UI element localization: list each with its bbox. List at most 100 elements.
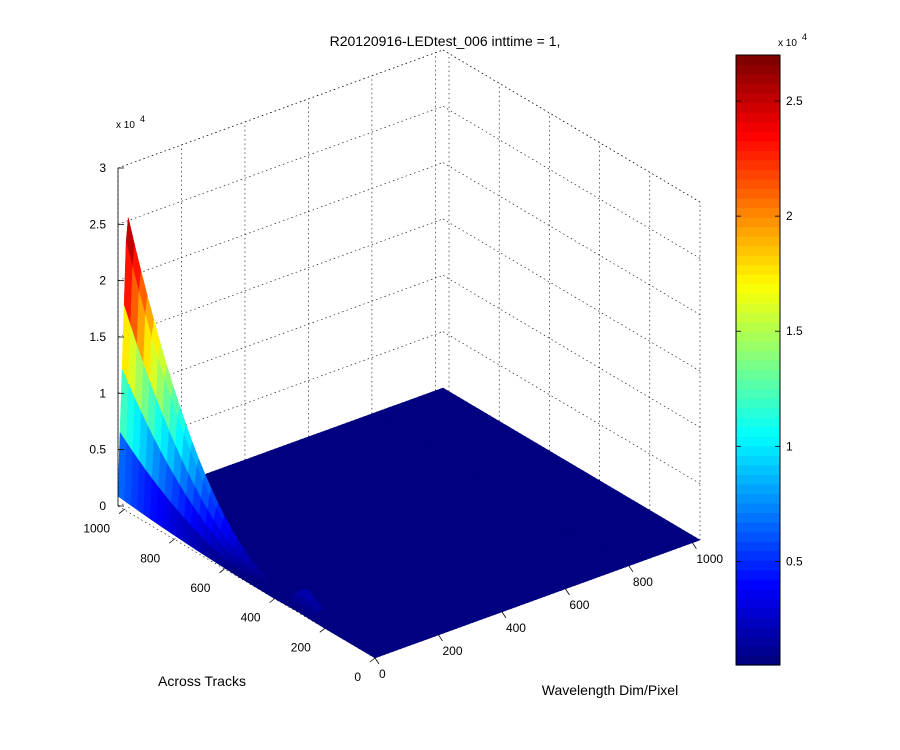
colorbar-exponent-base: x 10 bbox=[778, 38, 797, 49]
colorbar-segment bbox=[736, 236, 780, 247]
colorbar-tick-label: 2 bbox=[786, 209, 793, 223]
colorbar-frame bbox=[735, 54, 781, 666]
colorbar-segment bbox=[736, 531, 780, 542]
colorbar-segment bbox=[736, 579, 780, 590]
colorbar: 0.5 1 1.5 2 2.5 bbox=[735, 54, 803, 666]
grid-line bbox=[442, 331, 701, 484]
colorbar-segment bbox=[736, 302, 780, 313]
colorbar-segment bbox=[736, 445, 780, 456]
y-tick-mark bbox=[369, 657, 376, 663]
x-tick-mark bbox=[438, 634, 443, 642]
colorbar-segment bbox=[736, 598, 780, 609]
colorbar-segment bbox=[736, 64, 780, 75]
y-tick-mark bbox=[319, 628, 326, 633]
colorbar-tick-label: 2.5 bbox=[786, 94, 803, 108]
grid-line bbox=[117, 49, 444, 169]
x-tick-label: 800 bbox=[633, 575, 653, 589]
colorbar-segment bbox=[736, 188, 780, 199]
x-tick-mark bbox=[565, 588, 570, 596]
x-axis-label: Wavelength Dim/Pixel bbox=[542, 682, 678, 698]
surface-patch bbox=[368, 653, 378, 659]
grid-line bbox=[442, 218, 701, 372]
colorbar-segment bbox=[736, 541, 780, 552]
z-tick-label: 1.5 bbox=[89, 330, 106, 344]
colorbar-segment bbox=[736, 350, 780, 361]
colorbar-segment bbox=[736, 436, 780, 447]
colorbar-segment bbox=[736, 140, 780, 151]
colorbar-segment bbox=[736, 264, 780, 275]
colorbar-segment bbox=[736, 169, 780, 180]
colorbar-segment bbox=[736, 217, 780, 228]
colorbar-segment bbox=[736, 645, 780, 657]
colorbar-segment bbox=[736, 493, 780, 504]
x-tick-label: 0 bbox=[379, 667, 386, 681]
chart-title: R20120916-LEDtest_006 inttime = 1, bbox=[330, 33, 561, 49]
colorbar-segment bbox=[736, 255, 780, 266]
grid-line bbox=[117, 275, 444, 394]
colorbar-segment bbox=[736, 312, 780, 323]
colorbar-segment bbox=[736, 388, 780, 399]
grid-line bbox=[442, 49, 701, 203]
colorbar-segment bbox=[736, 83, 780, 94]
colorbar-segment bbox=[736, 283, 780, 294]
colorbar-segment bbox=[736, 321, 780, 333]
x-tick-mark bbox=[501, 611, 507, 619]
colorbar-segment bbox=[736, 369, 780, 380]
colorbar-segment bbox=[736, 474, 780, 485]
z-tick-label: 2 bbox=[99, 274, 106, 288]
colorbar-segment bbox=[736, 569, 780, 580]
colorbar-segment bbox=[736, 360, 780, 371]
colorbar-segment bbox=[736, 178, 780, 190]
colorbar-segment bbox=[736, 522, 780, 533]
grid-line bbox=[442, 275, 701, 428]
colorbar-segment bbox=[736, 55, 780, 66]
z-tick-label: 2.5 bbox=[89, 217, 106, 231]
colorbar-segment bbox=[736, 331, 780, 342]
x-tick-mark bbox=[374, 657, 380, 665]
colorbar-segment bbox=[736, 121, 780, 132]
colorbar-segment bbox=[736, 398, 780, 409]
x-tick-label: 1000 bbox=[696, 552, 723, 566]
y-tick-mark bbox=[168, 538, 175, 544]
y-tick-mark bbox=[118, 509, 125, 514]
colorbar-segment bbox=[736, 207, 780, 218]
grid-line bbox=[117, 331, 444, 450]
colorbar-tick-label: 0.5 bbox=[786, 554, 803, 568]
y-tick-label: 400 bbox=[241, 611, 261, 625]
colorbar-segment bbox=[736, 464, 780, 475]
colorbar-segment bbox=[736, 626, 780, 638]
colorbar-segment bbox=[736, 150, 780, 161]
colorbar-segment bbox=[736, 340, 780, 352]
colorbar-segment bbox=[736, 426, 780, 437]
y-tick-mark bbox=[219, 568, 225, 574]
y-tick-mark bbox=[269, 598, 275, 603]
colorbar-segment bbox=[736, 407, 780, 418]
grid-line bbox=[117, 106, 444, 225]
colorbar-segment bbox=[736, 607, 780, 618]
colorbar-segment bbox=[736, 226, 780, 237]
colorbar-segment bbox=[736, 159, 780, 170]
z-axis-exponent: 4 bbox=[140, 114, 145, 124]
z-axis-exponent-base: x 10 bbox=[116, 120, 135, 131]
x-tick-label: 200 bbox=[442, 644, 462, 658]
grid-line bbox=[442, 162, 701, 315]
colorbar-segment bbox=[736, 417, 780, 428]
grid-line bbox=[117, 162, 444, 281]
axes-ticks: 0 200 400 600 800 1000 0 200 400 600 800 1000 0 0.5 1 1… bbox=[83, 161, 723, 684]
y-tick-label: 0 bbox=[354, 670, 361, 684]
grid-line bbox=[442, 106, 701, 259]
colorbar-segment bbox=[736, 379, 780, 390]
colorbar-segment bbox=[736, 655, 780, 666]
z-tick-label: 3 bbox=[99, 161, 106, 175]
colorbar-exponent: 4 bbox=[802, 32, 807, 42]
colorbar-segment bbox=[736, 502, 780, 514]
x-tick-mark bbox=[628, 565, 634, 573]
x-tick-mark bbox=[692, 542, 697, 549]
colorbar-segment bbox=[736, 550, 780, 561]
colorbar-tick-label: 1 bbox=[786, 439, 793, 453]
colorbar-segment bbox=[736, 483, 780, 495]
colorbar-segment bbox=[736, 588, 780, 599]
y-axis-label: Across Tracks bbox=[158, 673, 246, 689]
colorbar-tick-label: 1.5 bbox=[786, 324, 803, 338]
